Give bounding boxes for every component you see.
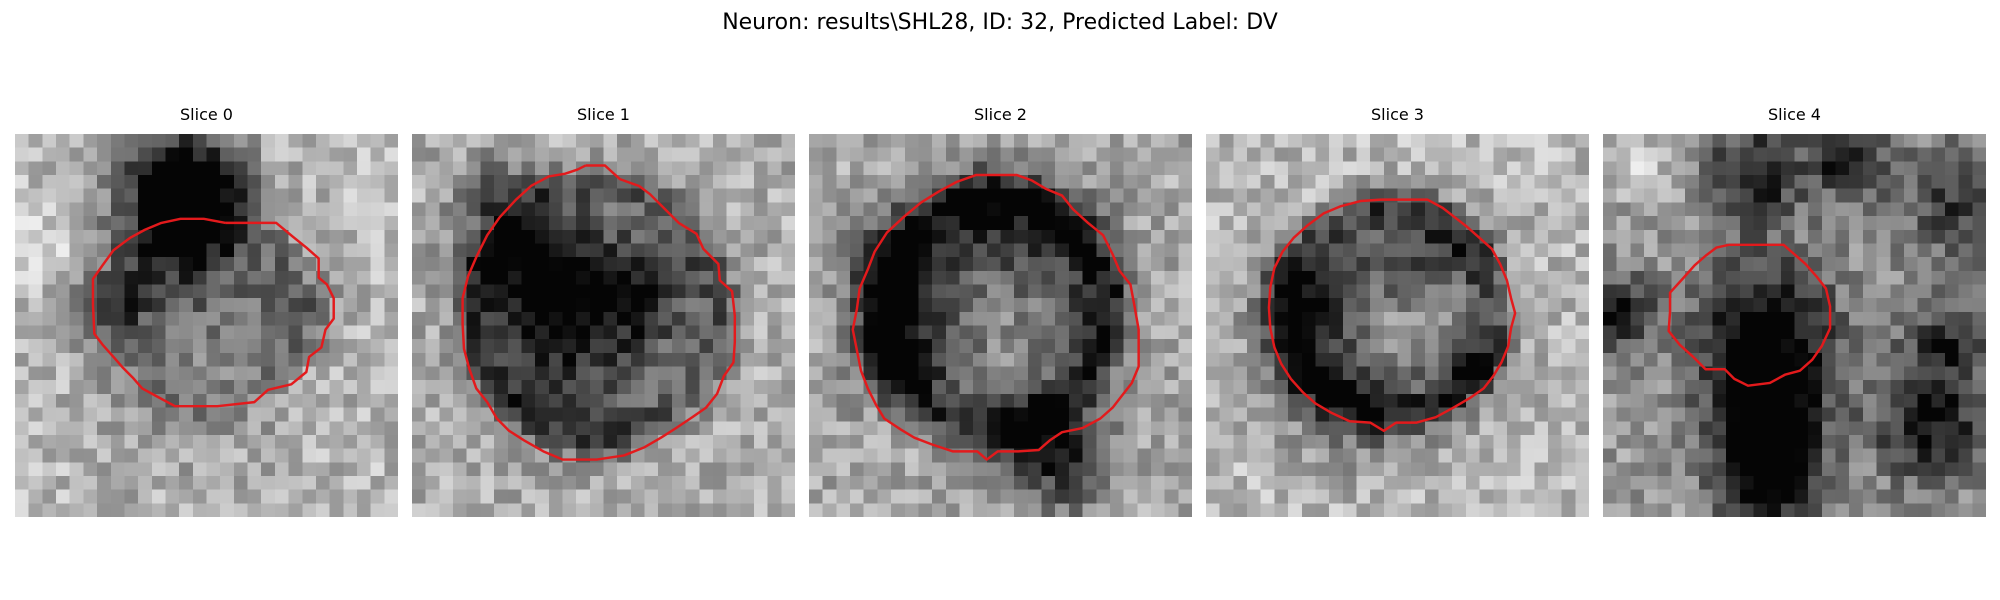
slice-title-4: Slice 4: [1768, 105, 1821, 124]
slice-image-3: [1206, 134, 1589, 517]
slice-title-3: Slice 3: [1371, 105, 1424, 124]
segmentation-contour-0: [91, 217, 335, 408]
segmentation-contour-4: [1667, 243, 1832, 387]
slice-image-2: [809, 134, 1192, 517]
micrograph-3: [1206, 134, 1589, 517]
segmentation-contour-1: [461, 164, 737, 461]
slice-title-0: Slice 0: [180, 105, 233, 124]
slice-panel-4: Slice 4: [1603, 105, 1986, 523]
slice-panel-0: Slice 0: [15, 105, 398, 523]
figure-title: Neuron: results\SHL28, ID: 32, Predicted…: [722, 10, 1278, 35]
slice-image-4: [1603, 134, 1986, 517]
micrograph-0: [15, 134, 398, 517]
micrograph-1: [412, 134, 795, 517]
slice-panel-2: Slice 2: [809, 105, 1192, 523]
slice-panel-3: Slice 3: [1206, 105, 1589, 523]
segmentation-contour-2: [851, 173, 1140, 461]
slice-title-2: Slice 2: [974, 105, 1027, 124]
slice-panel-1: Slice 1: [412, 105, 795, 523]
segmentation-contour-3: [1267, 198, 1517, 433]
slice-image-0: [15, 134, 398, 517]
micrograph-2: [809, 134, 1192, 517]
slice-image-1: [412, 134, 795, 517]
slice-title-1: Slice 1: [577, 105, 630, 124]
micrograph-4: [1603, 134, 1986, 517]
